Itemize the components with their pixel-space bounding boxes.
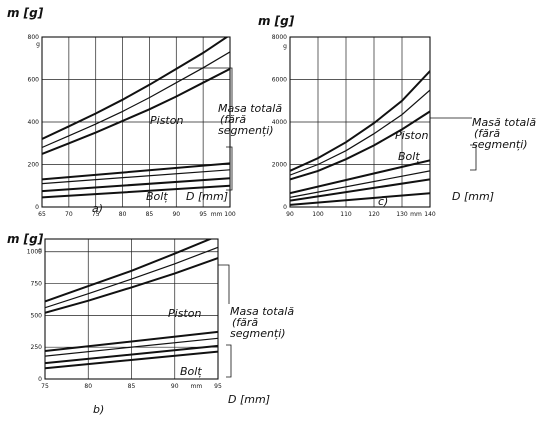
x-tick-label: 90 bbox=[171, 383, 179, 390]
series-line-3 bbox=[42, 67, 230, 155]
series-line-4 bbox=[290, 159, 430, 195]
unit-g-mark: g bbox=[283, 43, 287, 50]
total-mass-label-3: segmenți) bbox=[472, 138, 528, 151]
chart-panel-a: 65 70 75 80 85 90 95 mm 100 0 200 400 600 800 m [g] g D … bbox=[7, 6, 282, 218]
piston-label: Piston bbox=[168, 307, 201, 320]
total-mass-label: Masă totală bbox=[472, 116, 536, 129]
series-line-2 bbox=[290, 89, 430, 176]
x-tick-label: 80 bbox=[84, 383, 92, 390]
y-tick-label: 1000 bbox=[27, 249, 42, 256]
y-tick-label: 6000 bbox=[272, 77, 287, 84]
total-mass-label: Masa totală bbox=[218, 102, 282, 115]
series-line-1 bbox=[290, 70, 430, 172]
bolt-label: Bolț bbox=[180, 365, 202, 378]
y-tick-label: 4000 bbox=[272, 119, 287, 126]
x-tick-label: 75 bbox=[41, 383, 49, 390]
panel-label: b) bbox=[93, 403, 104, 416]
series-line-3 bbox=[45, 257, 218, 314]
segment-bracket bbox=[226, 344, 232, 378]
y-axis-label: m [g] bbox=[7, 6, 44, 20]
x-axis-label: D [mm] bbox=[186, 190, 228, 203]
plot-frame bbox=[289, 36, 431, 208]
series-line-5 bbox=[290, 170, 430, 198]
x-tick-label: 120 bbox=[368, 211, 380, 218]
series-line-3 bbox=[290, 110, 430, 181]
y-tick-label: 200 bbox=[28, 162, 40, 169]
piston-label: Piston bbox=[150, 114, 183, 127]
chart-panel-b: 75 80 85 90 mm 95 0 250 500 750 1000 m [g]g D [mm] b)… bbox=[7, 232, 294, 416]
y-tick-label: 500 bbox=[31, 312, 43, 319]
bolt-label: Bolț bbox=[146, 190, 168, 203]
plot-frame bbox=[41, 36, 231, 208]
series-line-7 bbox=[42, 184, 230, 199]
segment-bracket bbox=[470, 144, 477, 171]
x-axis-label: D [mm] bbox=[452, 190, 494, 203]
total-mass-label-3: segmenți) bbox=[218, 124, 274, 137]
y-tick-label: 8000 bbox=[272, 34, 287, 41]
unit-g-mark: g bbox=[38, 247, 42, 254]
x-tick-label: mm bbox=[191, 383, 203, 390]
y-tick-label: 0 bbox=[283, 204, 287, 211]
y-tick-label: 800 bbox=[28, 34, 40, 41]
unit-g-mark: g bbox=[36, 41, 40, 48]
total-mass-label-2: (fără bbox=[474, 127, 500, 140]
x-tick-label: mm bbox=[211, 211, 223, 218]
x-tick-label: 100 bbox=[224, 211, 236, 218]
x-tick-label: 95 bbox=[214, 383, 222, 390]
series-line-6 bbox=[42, 177, 230, 193]
total-mass-label-2: (fără bbox=[232, 316, 258, 329]
x-tick-label: mm bbox=[410, 211, 422, 218]
series-line-6 bbox=[290, 178, 430, 202]
x-axis-label: D [mm] bbox=[228, 393, 270, 406]
series-line-5 bbox=[42, 169, 230, 185]
total-mass-label-3: segmenți) bbox=[230, 327, 286, 340]
chart-panel-c: 90 100 110 120 130 mm 140 0 2000 4000 6000 8000 m [g… bbox=[258, 14, 536, 218]
y-axis-label: m [g] bbox=[7, 232, 44, 246]
series-line-1 bbox=[45, 239, 213, 303]
y-tick-label: 250 bbox=[31, 344, 43, 351]
panel-label: a) bbox=[92, 202, 103, 215]
x-tick-label: 110 bbox=[340, 211, 352, 218]
x-tick-label: 90 bbox=[172, 211, 180, 218]
y-axis-label: m [g] bbox=[258, 14, 295, 28]
x-tick-label: 130 bbox=[396, 211, 408, 218]
x-tick-label: 100 bbox=[312, 211, 324, 218]
series-line-5 bbox=[45, 337, 218, 357]
plot-frame bbox=[44, 238, 219, 380]
x-tick-label: 75 bbox=[92, 211, 100, 218]
total-mass-leader bbox=[188, 67, 233, 106]
x-tick-label: 70 bbox=[65, 211, 73, 218]
bolt-label: Bolț bbox=[398, 150, 420, 163]
y-tick-label: 0 bbox=[35, 204, 39, 211]
series-line-2 bbox=[42, 51, 230, 149]
total-mass-leader bbox=[218, 264, 230, 304]
x-tick-label: 90 bbox=[286, 211, 294, 218]
segment-bracket bbox=[226, 146, 233, 191]
total-mass-label: Masa totală bbox=[230, 305, 294, 318]
series-line-1 bbox=[42, 37, 229, 140]
x-tick-label: 65 bbox=[38, 211, 46, 218]
x-tick-label: 140 bbox=[424, 211, 436, 218]
series-line-7 bbox=[290, 192, 430, 206]
y-tick-label: 600 bbox=[28, 77, 40, 84]
series-line-7 bbox=[45, 350, 218, 370]
piston-label: Piston bbox=[395, 129, 428, 142]
y-tick-label: 2000 bbox=[272, 162, 287, 169]
y-tick-label: 750 bbox=[31, 281, 43, 288]
x-tick-label: 95 bbox=[199, 211, 207, 218]
y-tick-label: 0 bbox=[38, 376, 42, 383]
series-line-2 bbox=[45, 246, 218, 309]
total-mass-label-2: (fără bbox=[220, 113, 246, 126]
x-tick-label: 85 bbox=[146, 211, 154, 218]
series-line-6 bbox=[45, 344, 218, 365]
x-tick-label: 80 bbox=[119, 211, 127, 218]
y-tick-label: 400 bbox=[28, 119, 40, 126]
series-line-4 bbox=[42, 162, 230, 181]
x-tick-label: 85 bbox=[128, 383, 136, 390]
panel-label: c) bbox=[378, 195, 388, 208]
series-line-4 bbox=[45, 330, 218, 352]
